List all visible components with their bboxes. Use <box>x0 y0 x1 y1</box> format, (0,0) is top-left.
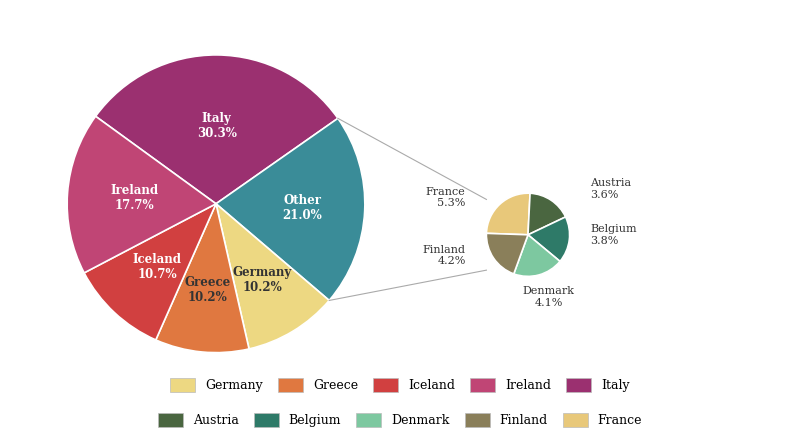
Text: Ireland
17.7%: Ireland 17.7% <box>110 184 158 212</box>
Wedge shape <box>67 117 216 273</box>
Text: Finland
4.2%: Finland 4.2% <box>422 245 466 266</box>
Text: Austria
3.6%: Austria 3.6% <box>590 178 631 200</box>
Wedge shape <box>216 118 365 300</box>
Wedge shape <box>95 55 338 204</box>
Wedge shape <box>84 204 216 340</box>
Text: Germany
10.2%: Germany 10.2% <box>233 266 292 294</box>
Legend: Austria, Belgium, Denmark, Finland, France: Austria, Belgium, Denmark, Finland, Fran… <box>153 408 647 432</box>
Text: Belgium
3.8%: Belgium 3.8% <box>590 224 637 245</box>
Text: Iceland
10.7%: Iceland 10.7% <box>133 253 182 281</box>
Wedge shape <box>216 204 329 349</box>
Wedge shape <box>514 235 560 276</box>
Wedge shape <box>528 217 570 261</box>
Text: Other
21.0%: Other 21.0% <box>282 194 322 222</box>
Wedge shape <box>486 233 528 274</box>
Text: France
5.3%: France 5.3% <box>426 187 466 208</box>
Wedge shape <box>528 193 566 235</box>
Legend: Germany, Greece, Iceland, Ireland, Italy: Germany, Greece, Iceland, Ireland, Italy <box>166 373 634 397</box>
Text: Greece
10.2%: Greece 10.2% <box>185 276 231 304</box>
Wedge shape <box>156 204 249 353</box>
Text: Denmark
4.1%: Denmark 4.1% <box>523 286 574 308</box>
Text: Italy
30.3%: Italy 30.3% <box>197 113 237 140</box>
Wedge shape <box>486 193 530 235</box>
